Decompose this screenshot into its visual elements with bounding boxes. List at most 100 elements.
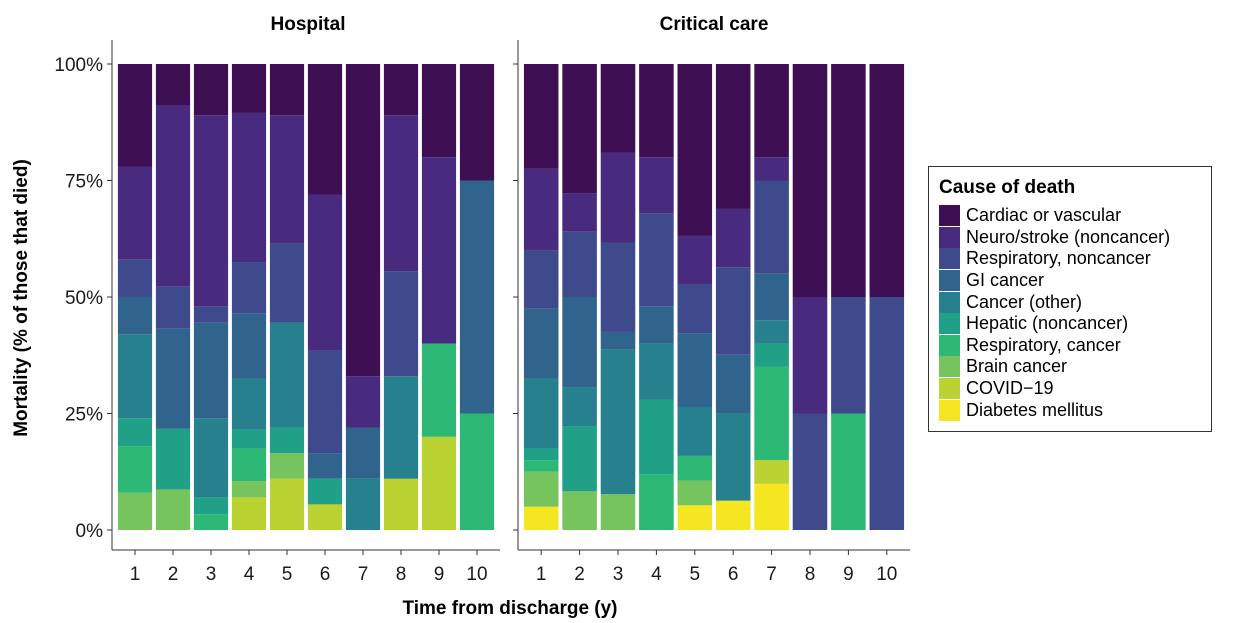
legend-swatch (939, 291, 960, 313)
panel-title: Hospital (271, 14, 346, 35)
bar-segment (307, 504, 343, 530)
bar-segment (231, 112, 267, 263)
x-tick-label: 5 (282, 564, 293, 585)
bar-segment (231, 378, 267, 430)
x-tick-label: 1 (130, 564, 141, 585)
legend-label: GI cancer (966, 270, 1045, 291)
bar-segment (600, 349, 636, 495)
bar-segment (193, 306, 229, 323)
bar-segment (677, 284, 713, 334)
bar-segment (562, 231, 597, 297)
legend-swatch (939, 270, 960, 292)
x-tick-label: 10 (876, 564, 897, 585)
bar-segment (421, 64, 457, 158)
bar-segment (231, 497, 267, 530)
bar-segment (754, 64, 789, 158)
x-tick-label: 4 (651, 564, 662, 585)
bar-segment (639, 213, 674, 307)
legend-swatch (939, 205, 960, 227)
x-tick-label: 5 (690, 564, 701, 585)
bar-segment (754, 273, 789, 321)
legend-label: Neuro/stroke (noncancer) (966, 226, 1171, 247)
bar-segment (831, 297, 866, 414)
bar-segment (754, 483, 789, 530)
bar-segment (231, 262, 267, 314)
bar-segment (562, 64, 597, 194)
bar-segment (307, 478, 343, 505)
bar-segment (754, 366, 789, 461)
bar-segment (269, 322, 305, 428)
bar-segment (269, 453, 305, 479)
x-tick-label: 7 (358, 564, 369, 585)
bar-segment (523, 308, 559, 379)
bar-segment (792, 413, 828, 530)
legend-items: Cardiac or vascular Neuro/stroke (noncanc… (939, 205, 1211, 421)
bar-segment (117, 418, 153, 447)
y-tick-label: 50% (65, 288, 103, 309)
bar-segment (155, 489, 191, 530)
legend-label: Cancer (other) (966, 291, 1083, 312)
bar-segment (562, 426, 597, 492)
bar-segment (562, 193, 597, 232)
legend-item: Hepatic (noncancer) (939, 313, 1211, 335)
bar-segment (155, 428, 191, 490)
bar-segment (523, 250, 559, 309)
legend-swatch (939, 399, 960, 421)
bar-segment (523, 460, 559, 472)
legend-label: Respiratory, noncancer (966, 248, 1151, 269)
bar-segment (117, 166, 153, 260)
bar-segment (383, 64, 419, 116)
legend-item: Diabetes mellitus (939, 399, 1211, 421)
bar-segment (754, 157, 789, 181)
x-tick-label: 3 (206, 564, 217, 585)
bar-segment (231, 481, 267, 498)
bar-segment (155, 328, 191, 429)
y-tick-label: 25% (65, 405, 103, 426)
bar-segment (831, 413, 866, 530)
bar-segment (600, 331, 636, 350)
bar-segment (523, 168, 559, 251)
bar-segment (523, 448, 559, 461)
bar-segment (117, 492, 153, 530)
bar-segment (523, 506, 559, 530)
bar-segment (193, 497, 229, 515)
bar-segment (715, 208, 751, 268)
legend-label: COVID−19 (966, 378, 1054, 399)
bar-segment (231, 429, 267, 449)
legend-item: Brain cancer (939, 356, 1211, 378)
legend-label: Hepatic (noncancer) (966, 313, 1129, 334)
y-tick-label: 75% (65, 172, 103, 193)
bar-segment (639, 399, 674, 475)
bar-segment (383, 271, 419, 377)
bar-segment (792, 64, 828, 297)
bar-segment (383, 478, 419, 530)
bar-segment (307, 64, 343, 195)
x-tick-label: 2 (168, 564, 179, 585)
bar-segment (869, 297, 905, 530)
bar-segment (269, 115, 305, 244)
panel-0: Hospital 0% 25% 50% 75% 100% 1 2 3 4 5 6 7 8 9 10 (54, 14, 500, 585)
x-tick-label: 6 (728, 564, 739, 585)
legend-label: Cardiac or vascular (966, 205, 1122, 226)
bar-segment (193, 322, 229, 419)
bar-segment (459, 64, 495, 181)
y-axis-title: Mortality (% of those that died) (11, 159, 32, 437)
bar-segment (421, 343, 457, 437)
bar-segment (754, 180, 789, 274)
bar-segment (523, 378, 559, 449)
bar-segment (639, 306, 674, 344)
y-tick-label: 0% (76, 521, 104, 542)
legend-item: Neuro/stroke (noncancer) (939, 226, 1211, 249)
bar-segment (155, 64, 191, 106)
bar-segment (231, 64, 267, 113)
bar-segment (117, 446, 153, 493)
legend-swatch (939, 226, 960, 248)
bar-segment (345, 376, 381, 428)
legend-title: Cause of death (939, 177, 1076, 198)
legend-swatch (939, 334, 960, 356)
bar-segment (600, 242, 636, 332)
bar-segment (677, 505, 713, 530)
legend-item: COVID−19 (939, 378, 1211, 400)
bar-segment (193, 418, 229, 498)
